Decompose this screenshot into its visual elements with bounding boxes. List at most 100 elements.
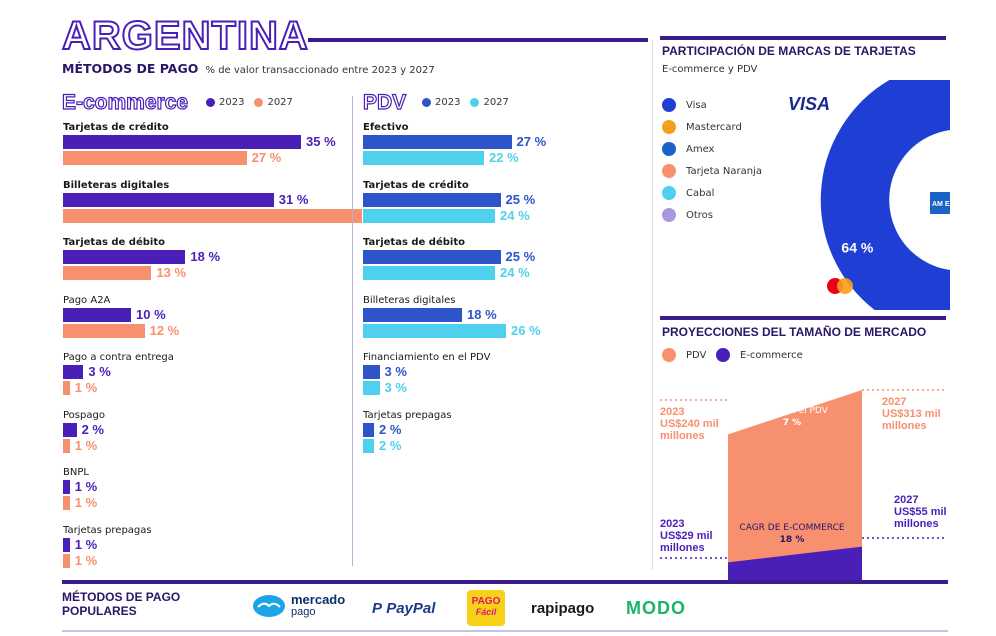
legend-cabal: Cabal [662,186,714,200]
paypal-p-icon: P [372,600,383,617]
bar-2023 [63,422,77,437]
bar-2027 [363,266,495,280]
bar-2027 [63,381,70,395]
legend-ecommerce-dot [716,348,730,362]
pdv-area [728,390,862,580]
bar-value-label: 31 % [278,191,309,207]
right-panel-divider [652,40,653,570]
legend-ecommerce-label: E-commerce [740,349,803,361]
legend-label: Cabal [686,187,715,199]
bar-value-label: 13 % [156,265,187,280]
legend-pdv-dot [662,348,676,362]
pdv-title: PDV [362,91,407,114]
bar-value-label: 3 % [384,364,407,379]
legend-dot [662,142,676,156]
legend-dot [662,98,676,112]
panel-divider [352,96,353,566]
title-rule [308,38,648,42]
mercadopago-logo: mercado pago [252,593,345,618]
legend-otros: Otros [662,208,713,222]
legend-label: Visa [686,99,707,111]
category-label: Efectivo [363,122,409,133]
footer-rule [62,580,948,584]
category-label: Pago a contra entrega [63,352,174,363]
category-label: Tarjetas de crédito [63,122,169,133]
bar-2027 [63,553,70,568]
handshake-icon [253,595,285,617]
market-rule [660,316,946,320]
bar-value-label: 27 % [516,134,547,149]
category-label: BNPL [63,467,89,478]
legend-label: Tarjeta Naranja [686,165,762,177]
bar-2027 [363,151,484,165]
pdv-cagr-value: 7 % [783,418,801,428]
legend-pdv-label: PDV [686,349,707,361]
bar-2027 [63,323,145,338]
bar-2027 [63,266,152,280]
bar-value-label: 1 % [74,380,98,395]
category-label: Pago A2A [63,294,111,306]
bar-2023 [63,192,274,207]
bar-value-label: 1 % [74,437,98,453]
pagofacil-logo: PAGO Fácil [467,590,505,626]
bar-value-label: 25 % [505,249,536,264]
legend-2027-dot [470,98,480,107]
ecommerce-legend: 2023 2027 [196,97,293,108]
bar-value-label: 2 % [379,421,402,437]
section-header: MÉTODOS DE PAGO % de valor transaccionad… [62,61,435,76]
market-projection-chart: CAGR en el PDV 7 % CAGR DE E-COMMERCE 18… [660,389,944,580]
bar-value-label: 1 % [74,536,98,552]
paypal-logo: P PayPal [372,600,436,617]
legend-label: Amex [686,143,715,155]
section-subtitle: % de valor transaccionado entre 2023 y 2… [205,65,435,76]
bar-2023 [363,365,380,379]
bar-2027 [363,438,374,453]
ecom-2027-annotation: 2027 US$55 mil millones [894,494,947,530]
bar-2027 [63,438,70,453]
legend-2023-dot [422,98,431,107]
pdv-2027-annotation: 2027 US$313 mil millones [882,396,941,432]
bar-2027 [63,208,363,223]
slice-visa [819,80,950,310]
bar-2023 [363,192,501,207]
modo-logo: MODO [626,598,686,618]
card-brands-subtitle: E-commerce y PDV [662,64,758,75]
ecommerce-area [728,546,862,580]
legend-pdv: PDV [662,348,706,362]
bar-value-label: 35 % [306,134,336,149]
section-title: MÉTODOS DE PAGO [62,61,199,76]
bar-2027 [363,208,495,223]
bar-2023 [363,422,374,437]
legend-2027-label: 2027 [267,97,293,108]
legend-mastercard: Mastercard [662,120,742,134]
bar-value-label: 18 % [190,249,221,264]
bar-2023 [63,250,186,264]
bar-value-label: 24 % [500,265,530,280]
pdv-legend: 2023 2027 [412,97,509,108]
legend-2023-label: 2023 [435,97,461,108]
legend-label: Otros [686,209,714,221]
mastercard-logo [827,278,853,294]
bar-2027 [63,151,247,165]
legend-dot [662,208,676,222]
ecom-cagr-value: 18 % [780,535,805,545]
bar-value-label: 3 % [384,380,407,395]
legend-dot [662,164,676,178]
rapipago-logo: rapipago [531,600,595,617]
bar-2023 [363,250,501,264]
legend-dot [662,186,676,200]
svg-text:AM EX: AM EX [932,201,950,208]
legend-visa: Visa [662,98,707,112]
legend-amex: Amex [662,142,714,156]
bar-value-label: 27 % [251,150,282,165]
bar-2023 [63,480,70,494]
legend-2023-dot [206,98,215,107]
category-label: Financiamiento en el PDV [363,352,491,363]
category-label: Tarjetas de débito [363,237,465,248]
footer-bottom-rule [62,630,948,632]
legend-2027-label: 2027 [483,97,509,108]
bar-value-label: 1 % [74,479,98,494]
legend-label: Mastercard [686,121,742,133]
card-brands-title: PARTICIPACIÓN DE MARCAS DE TARJETAS [662,44,916,58]
bar-value-label: 24 % [500,207,530,223]
